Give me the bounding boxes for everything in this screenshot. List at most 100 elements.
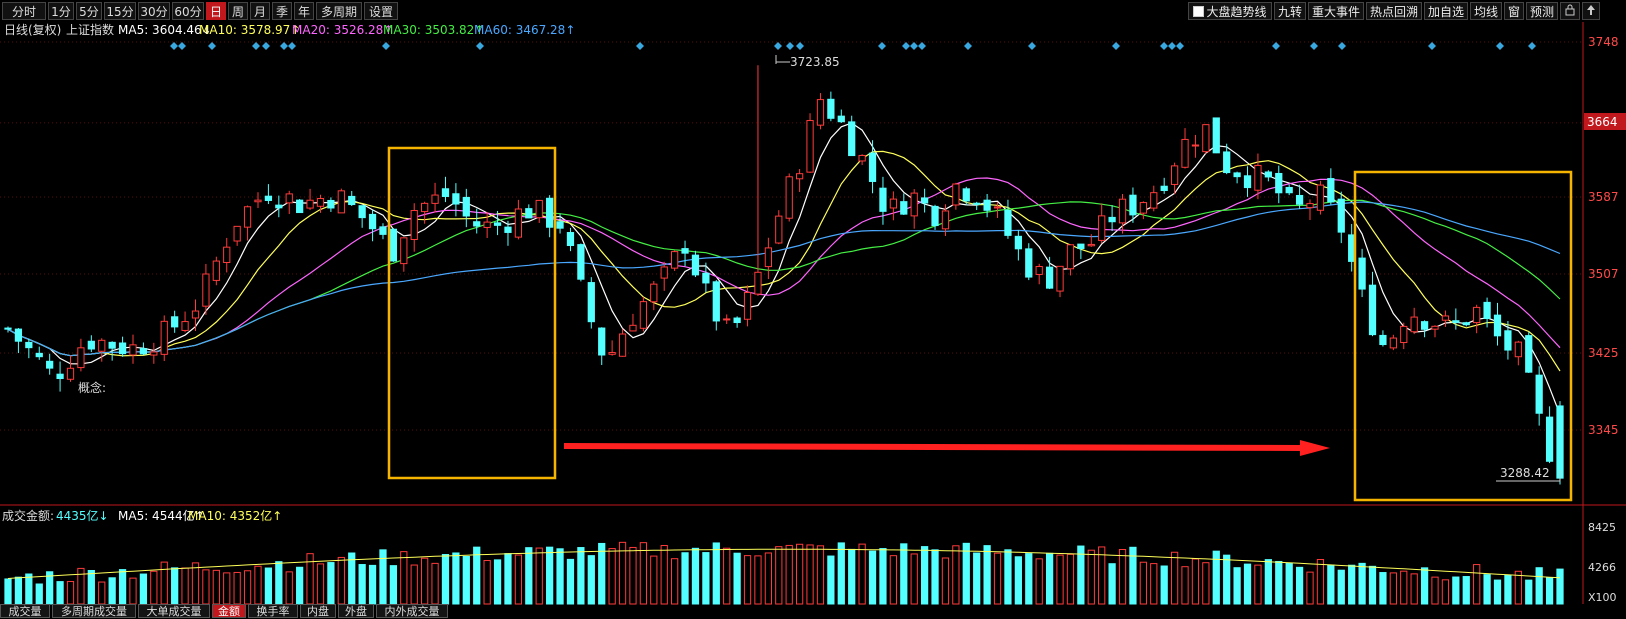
candle[interactable] — [546, 197, 554, 228]
volume-bar[interactable] — [14, 576, 23, 605]
volume-bar[interactable] — [1410, 573, 1418, 605]
candle[interactable] — [618, 333, 627, 357]
candle[interactable] — [1254, 164, 1262, 191]
volume-bar[interactable] — [1420, 567, 1429, 605]
candle[interactable] — [348, 195, 356, 206]
hotspot-review-button[interactable]: 热点回溯 — [1366, 2, 1422, 20]
volume-bar[interactable] — [77, 567, 85, 605]
volume-bar[interactable] — [1389, 572, 1397, 605]
candle[interactable] — [473, 221, 481, 227]
volume-bar[interactable] — [1504, 574, 1512, 605]
volume-bar[interactable] — [1056, 554, 1064, 605]
volume-bar[interactable] — [191, 562, 200, 605]
candle[interactable] — [431, 194, 439, 204]
event-marker[interactable] — [476, 42, 484, 50]
bottom-tab-big-order[interactable]: 大单成交量 — [138, 604, 210, 618]
volume-bar[interactable] — [785, 544, 793, 605]
candle[interactable] — [983, 199, 991, 211]
volume-bar[interactable] — [1035, 558, 1043, 605]
volume-bar[interactable] — [118, 569, 127, 605]
volume-bar[interactable] — [1170, 551, 1179, 605]
volume-bar[interactable] — [608, 548, 616, 605]
candle[interactable] — [1077, 243, 1085, 249]
volume-bar[interactable] — [1191, 558, 1200, 605]
tab-15min[interactable]: 15分 — [104, 2, 136, 20]
volume-bar[interactable] — [129, 577, 137, 605]
event-marker[interactable] — [262, 42, 270, 50]
candle[interactable] — [587, 282, 595, 323]
candle[interactable] — [566, 232, 575, 247]
candle[interactable] — [1316, 184, 1325, 211]
volume-bar[interactable] — [837, 542, 845, 605]
candle[interactable] — [879, 187, 887, 212]
candle[interactable] — [264, 195, 273, 201]
major-events-button[interactable]: 重大事件 — [1308, 2, 1364, 20]
volume-bar[interactable] — [327, 562, 335, 605]
forecast-button[interactable]: 预测 — [1526, 2, 1558, 20]
volume-bar[interactable] — [587, 555, 595, 605]
candle[interactable] — [743, 292, 752, 320]
candle[interactable] — [306, 199, 314, 209]
candle[interactable] — [1087, 243, 1095, 247]
volume-bar[interactable] — [514, 554, 523, 605]
volume-bar[interactable] — [1368, 565, 1377, 605]
volume-bar[interactable] — [181, 567, 189, 605]
volume-bar[interactable] — [712, 542, 720, 605]
candle[interactable] — [66, 367, 75, 380]
tab-season[interactable]: 季 — [272, 2, 292, 20]
candle[interactable] — [993, 206, 1002, 209]
candle[interactable] — [639, 301, 648, 329]
volume-bar[interactable] — [1223, 554, 1231, 605]
candle[interactable] — [1139, 202, 1147, 214]
volume-bar[interactable] — [1118, 548, 1127, 605]
volume-bar[interactable] — [671, 558, 679, 605]
volume-bar[interactable] — [1275, 560, 1283, 605]
candle[interactable] — [608, 352, 616, 355]
add-watchlist-button[interactable]: 加自选 — [1424, 2, 1468, 20]
volume-bar[interactable] — [493, 559, 502, 605]
volume-bar[interactable] — [566, 558, 575, 605]
candle[interactable] — [1264, 171, 1272, 178]
candle[interactable] — [1233, 172, 1241, 178]
candle[interactable] — [1275, 172, 1283, 194]
candle[interactable] — [1420, 321, 1429, 330]
volume-bar[interactable] — [212, 569, 220, 605]
volume-bar[interactable] — [660, 545, 668, 605]
candle[interactable] — [1514, 341, 1522, 358]
volume-bar[interactable] — [535, 547, 543, 605]
candle[interactable] — [1368, 284, 1377, 336]
candle[interactable] — [858, 154, 866, 162]
candle[interactable] — [1473, 306, 1481, 324]
candle[interactable] — [754, 271, 762, 295]
volume-bar[interactable] — [139, 573, 148, 605]
candle[interactable] — [1170, 165, 1179, 185]
up-arrow-icon[interactable] — [1582, 2, 1600, 20]
candle[interactable] — [1035, 266, 1043, 275]
candle[interactable] — [452, 193, 460, 205]
candle[interactable] — [98, 339, 106, 352]
tab-month[interactable]: 月 — [250, 2, 270, 20]
volume-bar[interactable] — [827, 555, 835, 605]
candle[interactable] — [1223, 151, 1231, 174]
candle[interactable] — [1493, 314, 1502, 337]
candle[interactable] — [1212, 117, 1220, 154]
volume-bar[interactable] — [441, 554, 450, 605]
volume-bar[interactable] — [952, 545, 960, 605]
candle[interactable] — [368, 213, 377, 230]
volume-bar[interactable] — [993, 552, 1002, 605]
candle[interactable] — [733, 317, 741, 324]
volume-bar[interactable] — [1243, 563, 1252, 605]
candle[interactable] — [129, 344, 137, 356]
candle[interactable] — [514, 208, 523, 238]
candle[interactable] — [1556, 405, 1564, 479]
event-marker[interactable] — [280, 42, 288, 50]
candle[interactable] — [327, 199, 335, 209]
volume-bar[interactable] — [723, 547, 731, 605]
candle[interactable] — [952, 183, 960, 206]
event-marker[interactable] — [208, 42, 216, 50]
candle[interactable] — [1295, 194, 1304, 205]
candle[interactable] — [1129, 194, 1137, 216]
volume-bar[interactable] — [1358, 562, 1366, 605]
ma-button[interactable]: 均线 — [1470, 2, 1502, 20]
tab-1min[interactable]: 1分 — [48, 2, 74, 20]
